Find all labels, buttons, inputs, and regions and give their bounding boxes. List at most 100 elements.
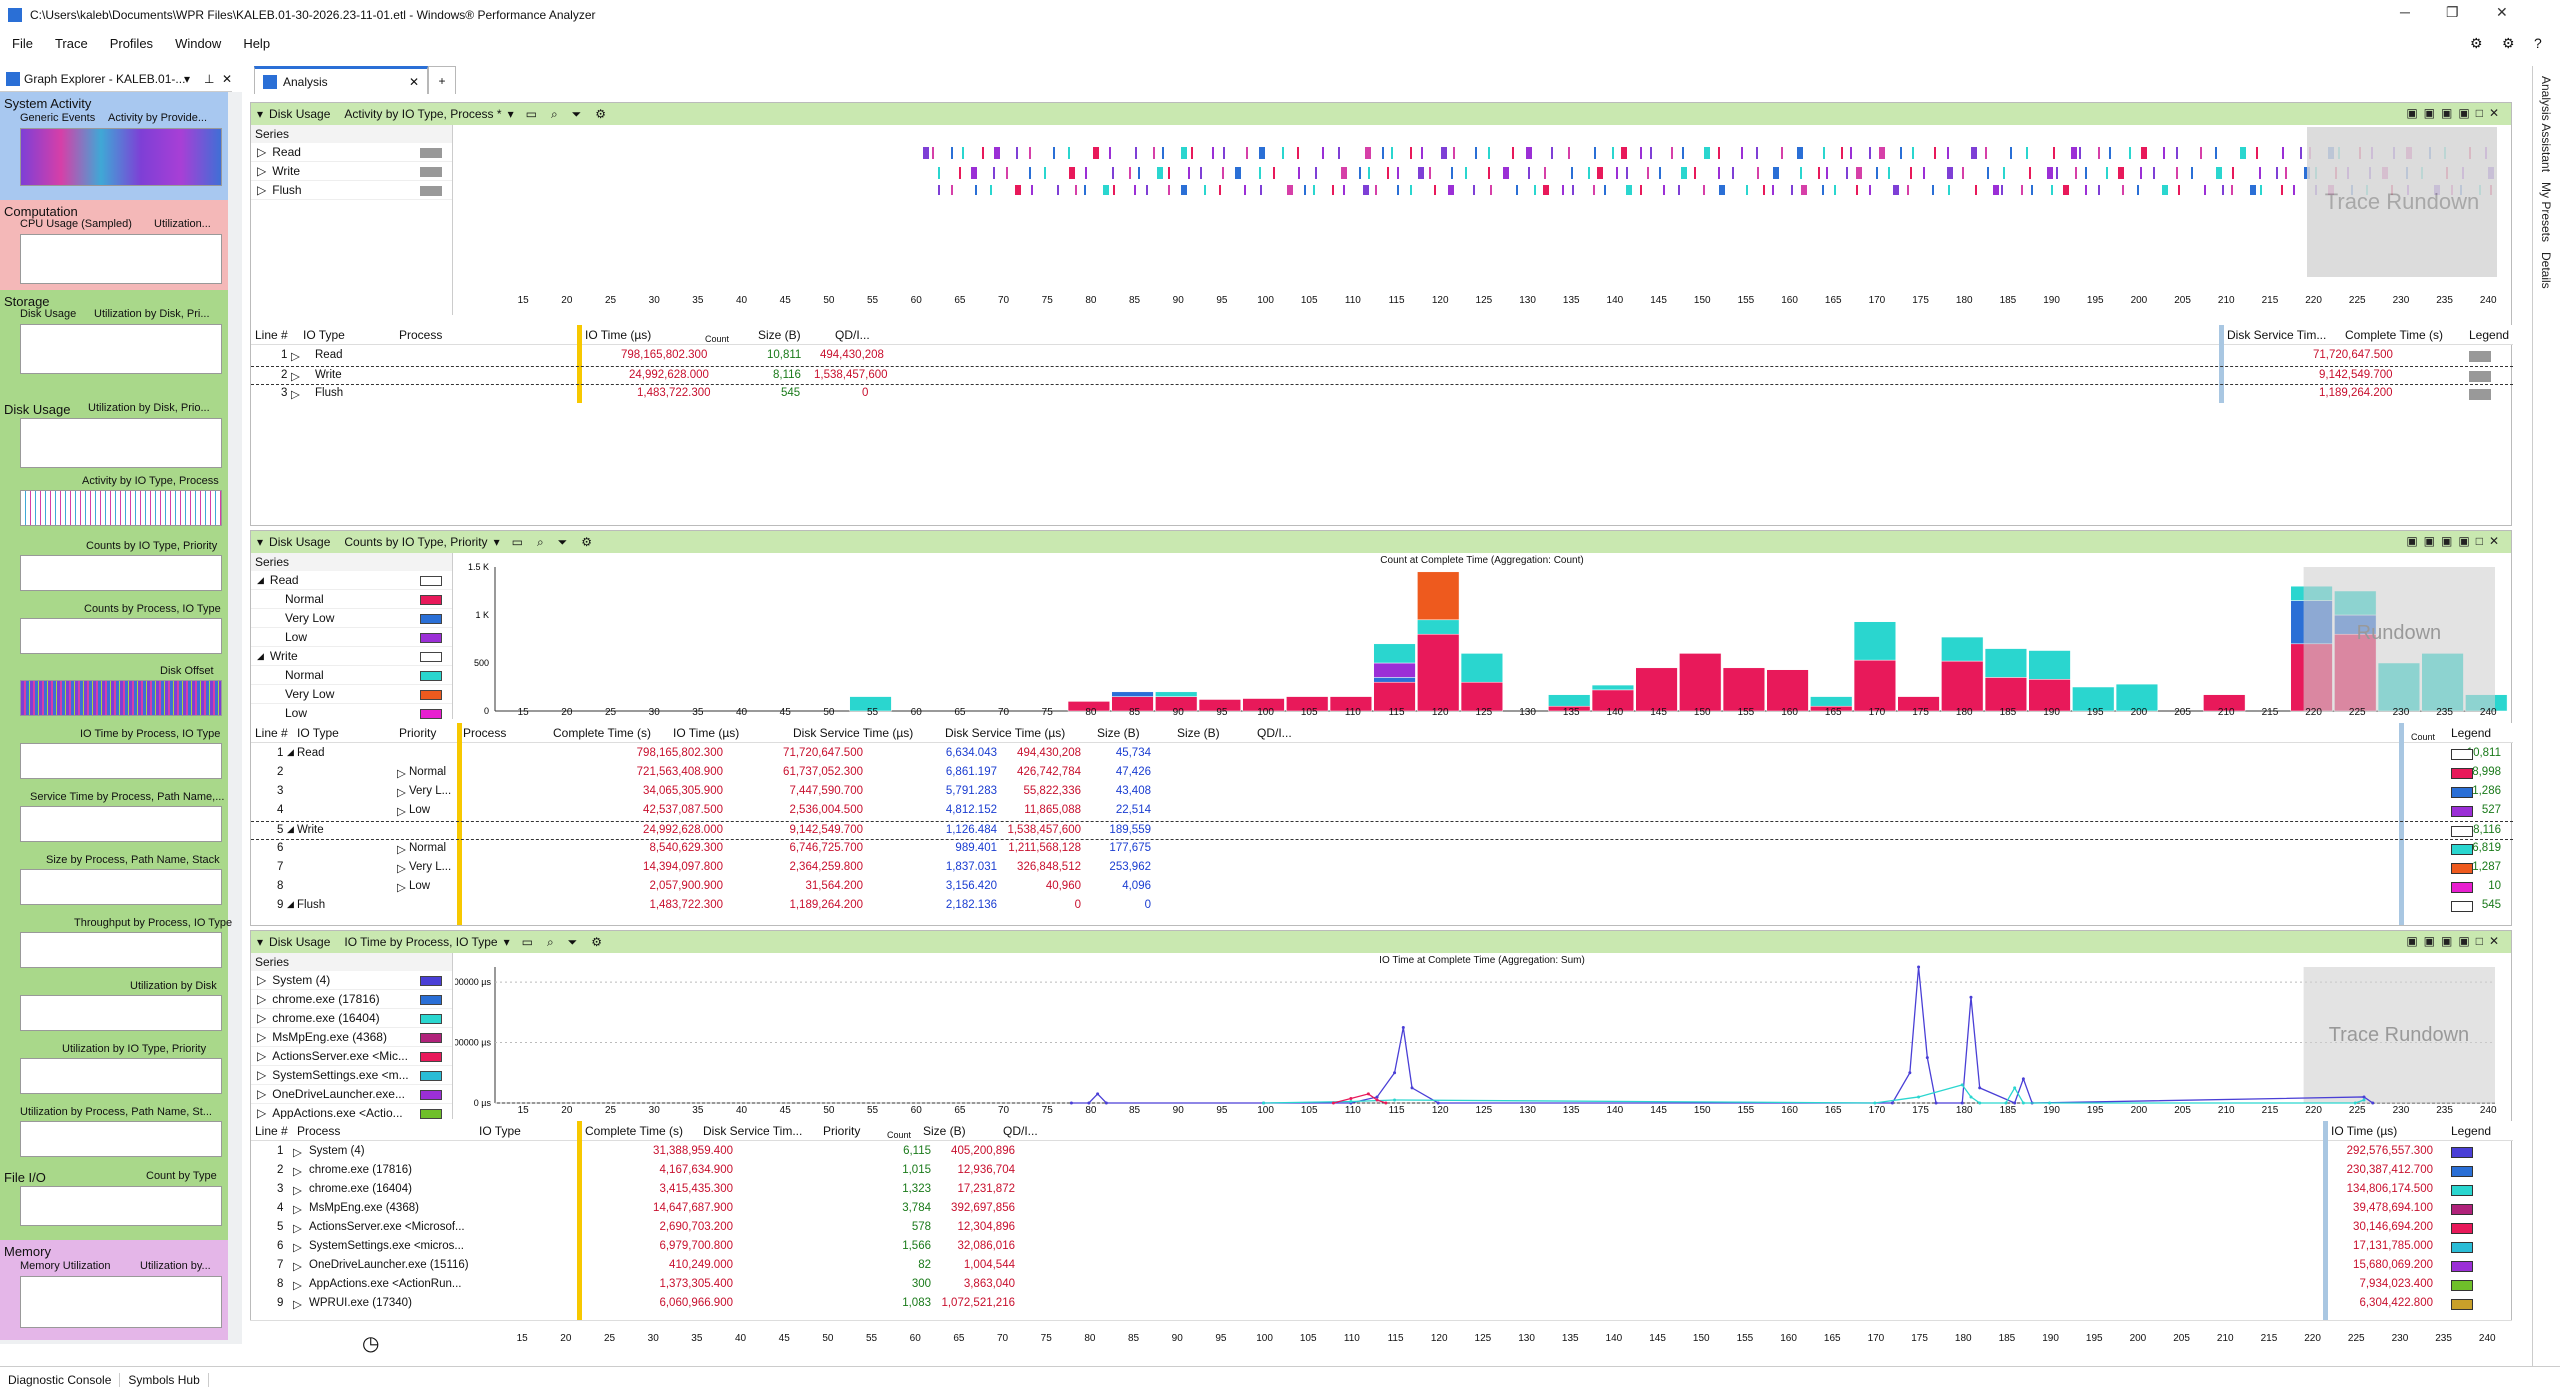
- expand-icon[interactable]: ▷: [397, 768, 406, 780]
- bar-segment[interactable]: [2028, 650, 2071, 680]
- bar-segment[interactable]: [1679, 653, 1722, 712]
- series-swatch[interactable]: [420, 671, 442, 681]
- col-header[interactable]: Process: [463, 726, 507, 740]
- bar-segment[interactable]: [1941, 660, 1984, 712]
- legend-swatch[interactable]: [2451, 1299, 2473, 1310]
- col-header[interactable]: QD/I...: [1003, 1124, 1038, 1138]
- series-item[interactable]: ▷ Read: [251, 143, 452, 162]
- preset-dropdown[interactable]: Counts by IO Type, Priority: [344, 535, 488, 549]
- graph-toggle-icon[interactable]: ▭: [525, 107, 537, 121]
- series-item[interactable]: ◢ Write: [251, 647, 452, 666]
- table-row[interactable]: 8 Low 2,057,900.900 31,564.200 3,156.420 40,9…: [277, 880, 2501, 894]
- series-swatch[interactable]: [420, 167, 442, 177]
- col-header[interactable]: Priority: [399, 726, 437, 740]
- expand-icon[interactable]: ▷: [257, 1011, 267, 1025]
- col-header[interactable]: IO Type: [297, 726, 339, 740]
- thumbnail-disk-offset[interactable]: [20, 680, 222, 716]
- col-header[interactable]: Size (B): [923, 1124, 966, 1138]
- table-row[interactable]: 2 Normal 721,563,408.900 61,737,052.300 6,86…: [277, 766, 2501, 780]
- col-header[interactable]: Size (B): [1097, 726, 1140, 740]
- col-header[interactable]: Legend: [2451, 1124, 2492, 1138]
- series-item[interactable]: ▷ MsMpEng.exe (4368): [251, 1028, 452, 1047]
- col-header[interactable]: Disk Service Time (µs): [945, 726, 1066, 740]
- thumbnail-utilization-disk[interactable]: [20, 995, 222, 1031]
- preset-chevron-icon[interactable]: ▾: [493, 535, 500, 549]
- table-row[interactable]: 9 Flush 1,483,722.300 1,189,264.200 2,182.13…: [277, 899, 2501, 912]
- legend-swatch[interactable]: [2451, 1204, 2473, 1215]
- bar-segment[interactable]: [1591, 684, 1634, 691]
- bar-segment[interactable]: [1242, 698, 1285, 712]
- legend-swatch[interactable]: [2451, 1147, 2473, 1158]
- menu-window[interactable]: Window: [175, 35, 222, 51]
- legend-swatch[interactable]: [2451, 1185, 2473, 1196]
- expand-icon[interactable]: ▷: [257, 1030, 267, 1044]
- table-row[interactable]: 2 chrome.exe (17816) 4,167,634.900 1,015 12,…: [251, 1162, 2513, 1181]
- bar-segment[interactable]: [2115, 683, 2159, 712]
- series-item[interactable]: ▷ chrome.exe (16404): [251, 1009, 452, 1028]
- gear-icon[interactable]: ⚙: [595, 107, 607, 121]
- table-row[interactable]: 6 SystemSettings.exe <micros... 6,979,700.…: [251, 1238, 2513, 1257]
- legend-swatch[interactable]: [2451, 826, 2473, 837]
- graphing-bar[interactable]: [2323, 1121, 2328, 1321]
- expand-icon[interactable]: ▷: [257, 183, 267, 197]
- table-row[interactable]: 4 Low 42,537,087.500 2,536,004.500 4,812.152…: [277, 804, 2501, 818]
- series-item[interactable]: ▷ ActionsServer.exe <Mic...: [251, 1047, 452, 1066]
- col-header[interactable]: Legend: [2451, 726, 2492, 740]
- col-header[interactable]: Disk Service Tim...: [2227, 328, 2327, 342]
- series-line[interactable]: [1263, 1084, 2365, 1104]
- series-item[interactable]: Normal: [251, 666, 452, 685]
- col-header[interactable]: Process: [297, 1124, 341, 1138]
- legend-swatch[interactable]: [2451, 863, 2473, 874]
- expand-icon[interactable]: ▷: [293, 1299, 302, 1311]
- io-time-chart[interactable]: IO Time at Complete Time (Aggregation: S…: [455, 953, 2509, 1123]
- series-swatch[interactable]: [420, 1109, 442, 1119]
- activity-graph[interactable]: Trace Rundown: [457, 127, 2507, 295]
- table-row[interactable]: 3 Very L... 34,065,305.900 7,447,590.700 5,7…: [277, 785, 2501, 799]
- series-swatch[interactable]: [420, 995, 442, 1005]
- menu-profiles[interactable]: Profiles: [109, 35, 154, 51]
- col-header[interactable]: Line #: [255, 1124, 288, 1138]
- search-icon[interactable]: ⌕: [550, 106, 558, 121]
- expand-icon[interactable]: ▷: [397, 787, 406, 799]
- series-swatch[interactable]: [420, 652, 442, 662]
- table-row[interactable]: 4 MsMpEng.exe (4368) 14,647,687.900 3,784 39…: [251, 1200, 2513, 1219]
- series-swatch[interactable]: [420, 576, 442, 586]
- bar-segment[interactable]: [1897, 696, 1940, 712]
- collapse-icon[interactable]: ◢: [287, 824, 294, 834]
- dock-tab-details[interactable]: Details: [2539, 252, 2553, 289]
- expand-icon[interactable]: ▷: [257, 1049, 267, 1063]
- table-row[interactable]: 7 Very L... 14,394,097.800 2,364,259.800 1,8…: [277, 861, 2501, 875]
- col-header[interactable]: QD/I...: [835, 328, 870, 342]
- col-header[interactable]: IO Time (µs): [673, 726, 740, 740]
- collapse-icon[interactable]: ▾: [257, 535, 264, 549]
- bar-segment[interactable]: [1766, 669, 1809, 712]
- grouping-bar[interactable]: [577, 1121, 582, 1321]
- col-header[interactable]: Complete Time (s): [585, 1124, 684, 1138]
- col-header[interactable]: Size (B): [1177, 726, 1220, 740]
- thumbnail-disk-utilization[interactable]: [20, 418, 222, 468]
- bar-segment[interactable]: [1941, 636, 1984, 662]
- legend-swatch[interactable]: [2469, 389, 2491, 400]
- col-header[interactable]: Complete Time (s): [553, 726, 652, 740]
- expand-icon[interactable]: ▷: [293, 1242, 302, 1254]
- series-item[interactable]: ◢ Read: [251, 571, 452, 590]
- expand-icon[interactable]: ▷: [291, 351, 300, 363]
- table-row[interactable]: 1 Read 798,165,802.300 71,720,647.500 6,634.…: [277, 747, 2501, 760]
- expand-icon[interactable]: ▷: [257, 1087, 267, 1101]
- help-icon[interactable]: ?: [2534, 35, 2542, 51]
- close-explorer-icon[interactable]: ✕: [222, 71, 233, 86]
- thumbnail-storage-utilization[interactable]: [20, 324, 222, 374]
- search-icon[interactable]: ⌕: [536, 534, 544, 549]
- collapse-icon[interactable]: ◢: [257, 574, 264, 585]
- series-swatch[interactable]: [420, 1014, 442, 1024]
- table-row[interactable]: 2 ▷ Write 24,992,628.000 8,116 1,538,457,…: [251, 366, 2513, 385]
- series-swatch[interactable]: [420, 1090, 442, 1100]
- panel-window-controls[interactable]: ▣▣▣▣□✕: [2406, 106, 2505, 120]
- expand-icon[interactable]: ▷: [397, 863, 406, 875]
- expand-icon[interactable]: ▷: [293, 1204, 302, 1216]
- series-swatch[interactable]: [420, 595, 442, 605]
- col-header[interactable]: Legend: [2469, 328, 2510, 342]
- category-memory[interactable]: Memory: [4, 1244, 51, 1259]
- bar-segment[interactable]: [1373, 643, 1416, 664]
- bar-segment[interactable]: [1417, 571, 1460, 621]
